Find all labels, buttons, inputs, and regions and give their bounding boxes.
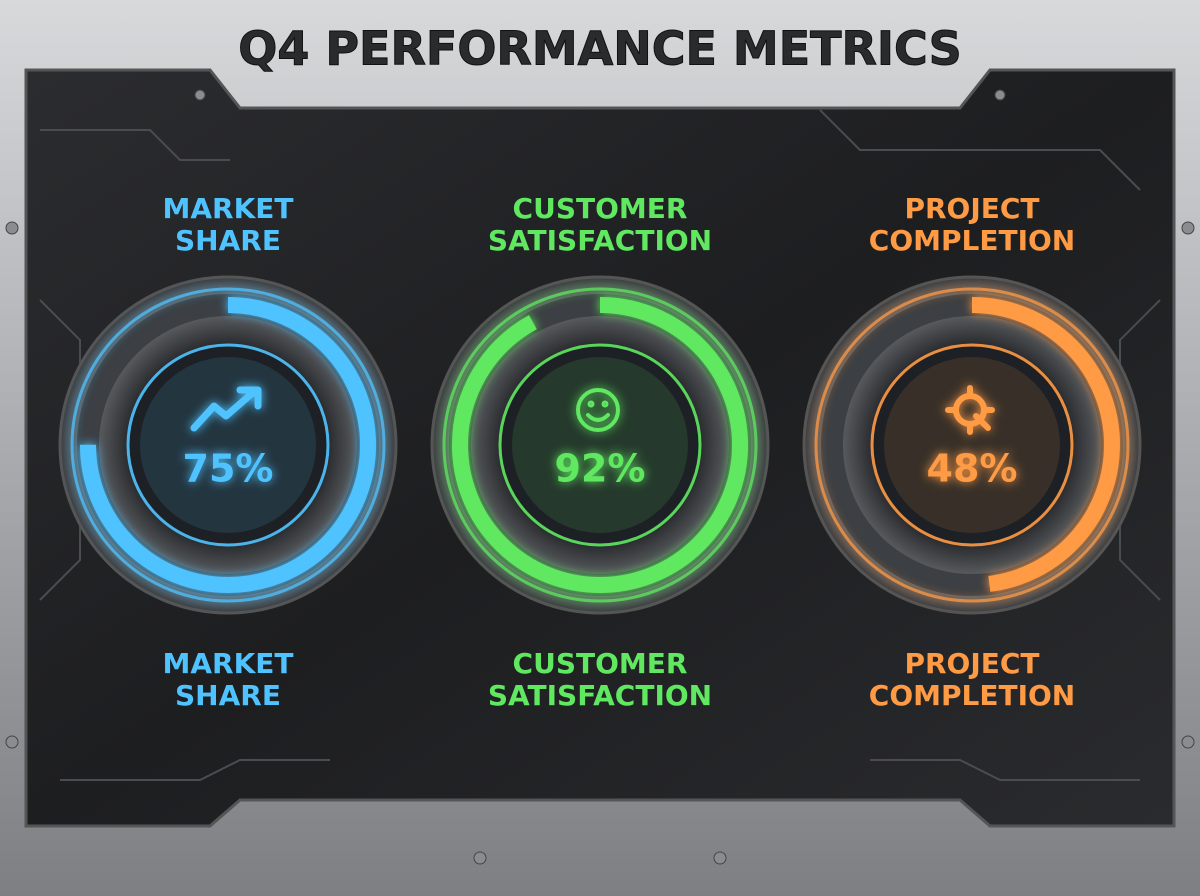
gauges: MARKETSHAREMARKETSHARE75%CUSTOMERSATISFA… (58, 192, 1142, 712)
gauge-label-top: PROJECT (904, 192, 1039, 225)
gauge-value: 92% (555, 447, 646, 491)
gauge-label-bottom: COMPLETION (869, 679, 1075, 712)
gauge-face (140, 357, 316, 533)
gauge-arc (452, 297, 748, 593)
gauge: CUSTOMERSATISFACTIONCUSTOMERSATISFACTION… (430, 192, 770, 712)
trend-icon (190, 386, 262, 432)
icons (190, 385, 995, 435)
gauge-face (512, 357, 688, 533)
gauge-label-bottom: PROJECT (904, 647, 1039, 680)
gauge-ring (442, 287, 758, 603)
gauge-label-top: SATISFACTION (488, 224, 712, 257)
gauge-ring (70, 287, 386, 603)
gauge-value: 48% (927, 447, 1018, 491)
gauge-label-bottom: SATISFACTION (488, 679, 712, 712)
gauge-arc (824, 297, 1120, 593)
gauge-value: 75% (183, 447, 274, 491)
gauge-label-top: COMPLETION (869, 224, 1075, 257)
gauge-label-bottom: MARKET (162, 647, 293, 680)
screws (5, 89, 1195, 865)
title: Q4 PERFORMANCE METRICS (238, 22, 962, 76)
gauge-inner (498, 343, 702, 547)
gauge-inner (870, 343, 1074, 547)
gear-icon (945, 385, 995, 435)
gauge-label-top: SHARE (175, 224, 281, 257)
gauge-label-bottom: CUSTOMER (513, 647, 688, 680)
gauge-arc (80, 297, 376, 593)
gauge-label-top: MARKET (162, 192, 293, 225)
gauge-ring (814, 287, 1130, 603)
smile-icon (576, 388, 620, 432)
gauge-label-bottom: SHARE (175, 679, 281, 712)
gauge-inner (126, 343, 330, 547)
circuit-lines (39, 109, 1161, 781)
gauge-face (884, 357, 1060, 533)
gauge-label-top: CUSTOMER (513, 192, 688, 225)
